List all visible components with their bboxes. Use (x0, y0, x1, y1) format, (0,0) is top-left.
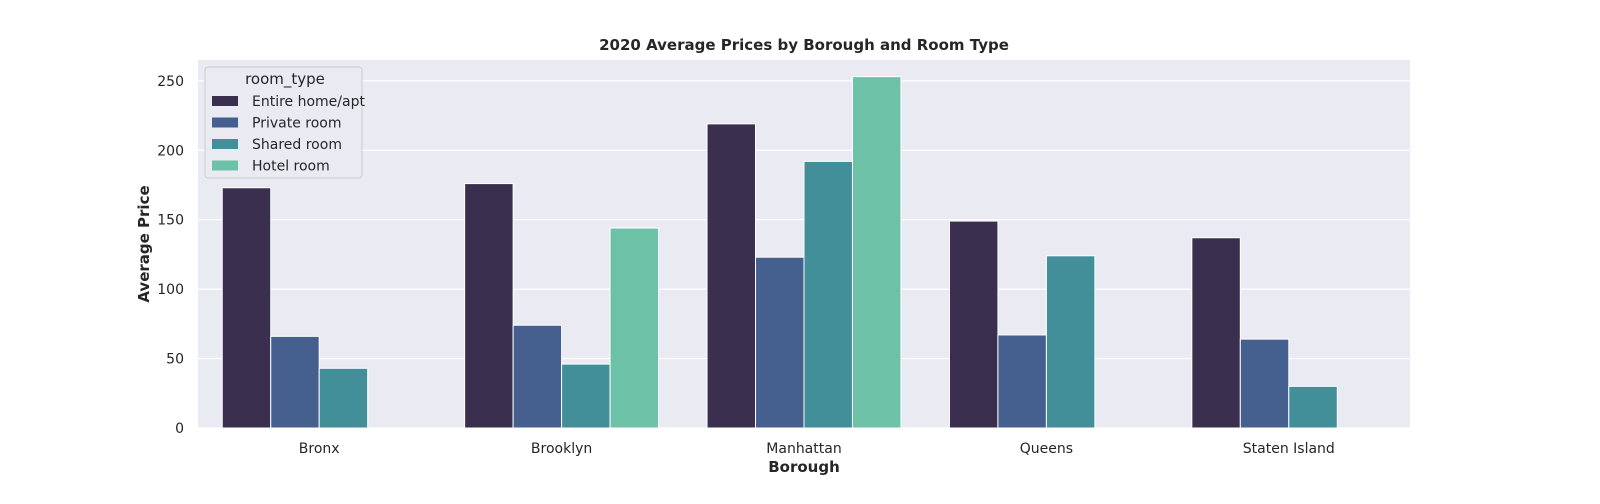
y-tick-label: 0 (175, 421, 184, 437)
legend-label: Private room (252, 116, 341, 132)
legend-swatch (212, 96, 238, 106)
x-axis-label: Borough (768, 458, 840, 476)
bar (1239, 338, 1290, 429)
legend-swatch (212, 139, 238, 149)
bar (1045, 255, 1096, 429)
legend-box (204, 66, 363, 179)
x-tick-label: Manhattan (766, 441, 841, 457)
x-tick-label: Queens (1020, 441, 1073, 457)
legend-label: Entire home/apt (252, 94, 365, 110)
legend-swatch (212, 117, 238, 128)
bar (755, 256, 805, 429)
bar (464, 183, 514, 429)
y-tick-label: 50 (166, 352, 184, 368)
legend: room_type Entire home/apt Private room Sha… (204, 66, 365, 179)
y-tick-label: 200 (157, 143, 184, 159)
bar (803, 160, 853, 429)
x-tick-label: Staten Island (1243, 441, 1335, 457)
legend-title: room_type (245, 70, 325, 89)
bar (997, 334, 1047, 429)
bar (1288, 385, 1338, 429)
bar (1191, 237, 1241, 429)
legend-items: Entire home/apt Private room Shared room Ho… (212, 94, 365, 175)
bar (706, 123, 757, 429)
x-tick-labels: Bronx Brooklyn Manhattan Queens Staten Islan… (299, 441, 1335, 457)
bar (270, 335, 320, 429)
y-tick-labels: 0 50 100 150 200 250 (157, 74, 184, 437)
bar (948, 220, 999, 429)
bar (318, 367, 369, 429)
legend-swatch (212, 160, 238, 171)
bar (851, 76, 902, 429)
bar (561, 363, 611, 429)
bar (512, 324, 563, 429)
chart-title: 2020 Average Prices by Borough and Room … (599, 36, 1009, 54)
y-tick-label: 150 (157, 213, 184, 229)
bar (609, 227, 660, 429)
x-tick-label: Brooklyn (531, 441, 592, 457)
bars (221, 76, 1338, 429)
x-tick-label: Bronx (299, 441, 340, 457)
y-tick-label: 100 (157, 282, 184, 298)
legend-label: Shared room (252, 137, 342, 153)
y-tick-label: 250 (157, 74, 184, 90)
bar (221, 187, 272, 429)
legend-label: Hotel room (252, 159, 330, 175)
y-axis-label: Average Price (135, 185, 153, 302)
